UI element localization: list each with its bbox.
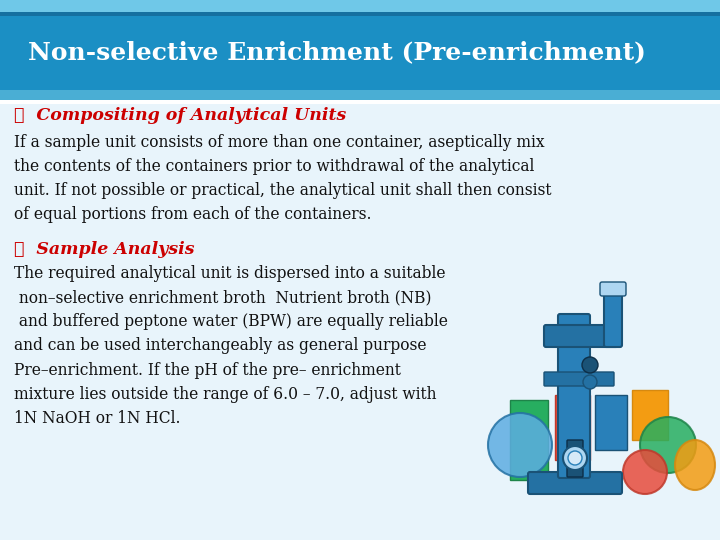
Text: If a sample unit consists of more than one container, aseptically mix
the conten: If a sample unit consists of more than o…: [14, 134, 552, 224]
FancyBboxPatch shape: [604, 288, 622, 347]
Circle shape: [563, 446, 587, 470]
Bar: [0, 90, 720, 102]
FancyBboxPatch shape: [567, 440, 583, 477]
FancyBboxPatch shape: [544, 372, 614, 386]
Text: The required analytical unit is dispersed into a suitable
 non–selective enrichm: The required analytical unit is disperse…: [14, 265, 448, 427]
FancyBboxPatch shape: [600, 282, 626, 296]
Text: Non-selective Enrichment (Pre-enrichment): Non-selective Enrichment (Pre-enrichment…: [28, 40, 646, 64]
Bar: [0, 16, 720, 92]
Text: ❖  Compositing of Analytical Units: ❖ Compositing of Analytical Units: [14, 107, 346, 125]
Bar: [632, 390, 668, 440]
Bar: [0, 0, 720, 100]
Circle shape: [568, 451, 582, 465]
FancyBboxPatch shape: [544, 325, 618, 347]
Bar: [0, 100, 720, 104]
Circle shape: [623, 450, 667, 494]
Text: ❖  Sample Analysis: ❖ Sample Analysis: [14, 241, 194, 259]
Circle shape: [583, 375, 597, 389]
Bar: [510, 400, 548, 480]
Circle shape: [640, 417, 696, 473]
FancyBboxPatch shape: [558, 314, 590, 478]
Ellipse shape: [675, 440, 715, 490]
Bar: [0, 0, 720, 12]
Bar: [555, 395, 590, 460]
Circle shape: [582, 357, 598, 373]
FancyBboxPatch shape: [528, 472, 622, 494]
Circle shape: [488, 413, 552, 477]
Bar: [595, 395, 627, 450]
